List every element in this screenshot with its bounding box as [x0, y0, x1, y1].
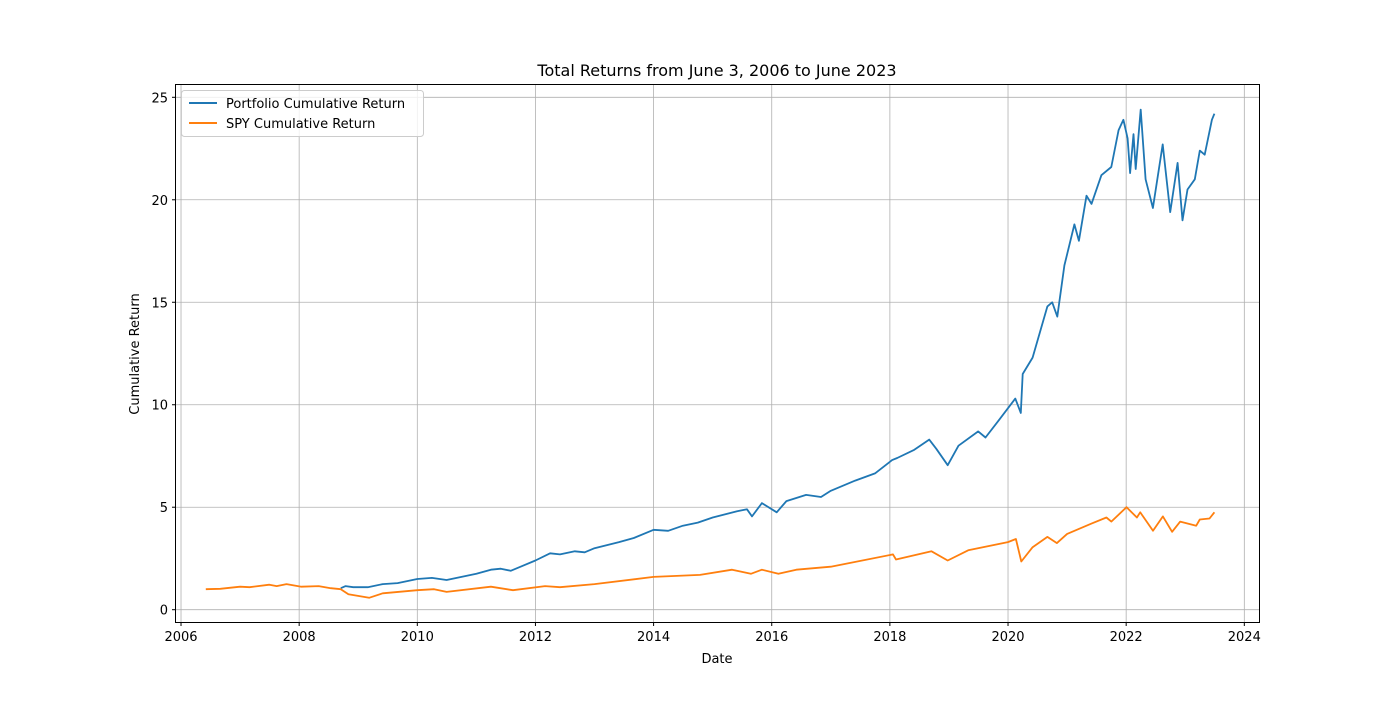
plot-frame: [175, 84, 1260, 623]
x-tick-label: 2020: [991, 630, 1024, 645]
x-tick-label: 2024: [1228, 630, 1261, 645]
grid-layer: [176, 85, 1259, 622]
legend-label-spy: SPY Cumulative Return: [226, 117, 375, 132]
y-tick-label: 15: [151, 296, 168, 311]
x-tick-label: 2018: [873, 630, 906, 645]
x-tick-label: 2016: [755, 630, 788, 645]
y-tick-label: 20: [151, 194, 168, 209]
y-tick-label: 5: [160, 501, 168, 516]
series-line-spy: [205, 506, 1216, 599]
y-tick-label: 0: [160, 604, 168, 619]
x-tick-label: 2012: [519, 630, 552, 645]
x-axis-label: Date: [701, 652, 732, 667]
y-tick-label: 25: [151, 91, 168, 106]
x-tick-label: 2014: [637, 630, 670, 645]
series-line-portfolio: [340, 108, 1216, 590]
y-axis-label: Cumulative Return: [128, 293, 143, 414]
x-axis-ticks: 2006 2008 2010 2012 2014 2016 2018 2020 2022 2024: [164, 622, 1261, 645]
legend: Portfolio Cumulative Return SPY Cumulati…: [181, 90, 424, 137]
x-tick-label: 2008: [283, 630, 316, 645]
y-tick-label: 10: [151, 399, 168, 414]
x-tick-label: 2010: [401, 630, 434, 645]
y-axis-ticks: 0 5 10 15 20 25: [151, 91, 176, 619]
legend-label-portfolio: Portfolio Cumulative Return: [226, 97, 405, 112]
x-tick-label: 2006: [164, 630, 197, 645]
x-tick-label: 2022: [1110, 630, 1143, 645]
chart-title: Total Returns from June 3, 2006 to June …: [536, 61, 896, 80]
series-layer: [205, 108, 1216, 599]
legend-box: [181, 90, 424, 137]
